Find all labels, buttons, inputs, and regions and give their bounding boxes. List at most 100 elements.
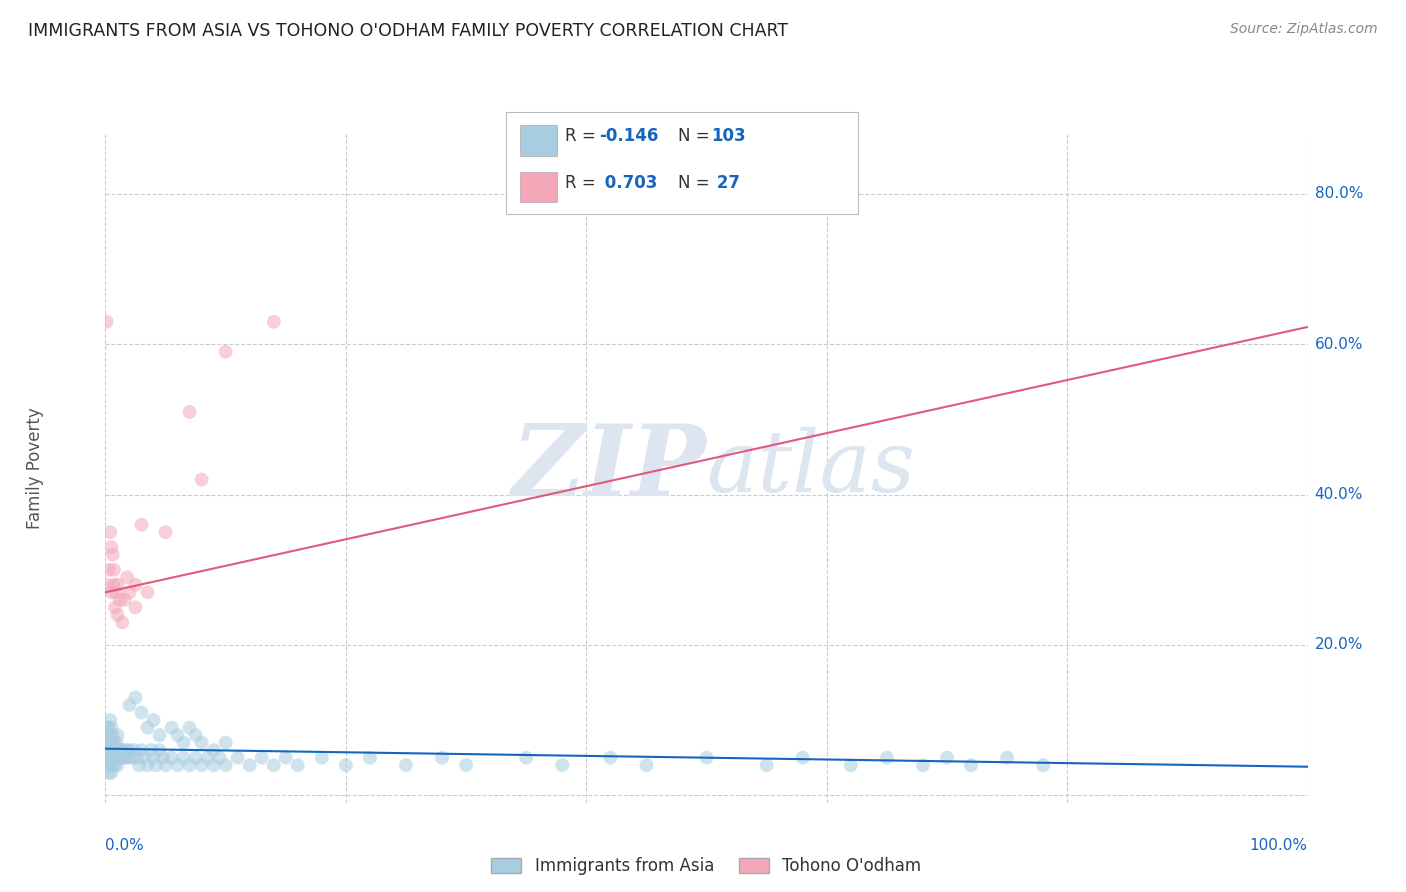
Point <box>239 758 262 772</box>
Point <box>166 758 188 772</box>
Point <box>145 758 167 772</box>
Point <box>155 525 177 540</box>
Point <box>152 750 174 764</box>
Point <box>160 750 183 764</box>
Point <box>202 743 225 757</box>
Point <box>115 750 138 764</box>
Point <box>792 750 814 764</box>
Point <box>98 743 121 757</box>
Point <box>121 750 143 764</box>
Point <box>124 743 146 757</box>
Text: N =: N = <box>678 128 714 145</box>
Point <box>454 758 477 772</box>
Point <box>118 743 141 757</box>
Point <box>100 750 122 764</box>
Point <box>97 758 120 772</box>
Point <box>359 750 381 764</box>
Point <box>636 758 658 772</box>
Point <box>101 758 124 772</box>
Point <box>263 758 285 772</box>
Point <box>118 585 141 599</box>
Text: ZIP: ZIP <box>512 420 707 516</box>
Point <box>179 758 201 772</box>
Point <box>96 750 118 764</box>
Point <box>208 750 231 764</box>
Text: 40.0%: 40.0% <box>1315 487 1362 502</box>
Point <box>103 736 125 750</box>
Point <box>160 721 183 735</box>
Point <box>311 750 333 764</box>
Point <box>124 578 146 592</box>
Text: N =: N = <box>678 174 714 192</box>
Point <box>214 758 236 772</box>
Point <box>107 750 129 764</box>
Point <box>96 736 118 750</box>
Point <box>1032 758 1054 772</box>
Text: R =: R = <box>565 174 602 192</box>
Point <box>112 750 135 764</box>
Point <box>107 607 129 622</box>
Point <box>148 728 170 742</box>
Point <box>287 758 309 772</box>
Point <box>250 750 273 764</box>
Text: atlas: atlas <box>707 427 915 509</box>
Point <box>184 728 207 742</box>
Point <box>179 405 201 419</box>
Point <box>136 721 159 735</box>
Point <box>110 750 132 764</box>
Point <box>100 736 122 750</box>
Point <box>108 743 131 757</box>
Point <box>114 592 136 607</box>
Point <box>190 736 212 750</box>
Point <box>124 600 146 615</box>
Point <box>131 517 153 532</box>
Point <box>911 758 934 772</box>
Point <box>960 758 983 772</box>
Point <box>124 690 146 705</box>
Point <box>111 615 134 630</box>
Point <box>128 758 150 772</box>
Point <box>101 548 124 562</box>
Point <box>136 758 159 772</box>
Point <box>98 750 121 764</box>
Point <box>197 750 219 764</box>
Point <box>107 743 129 757</box>
Point <box>117 750 139 764</box>
Point <box>105 750 128 764</box>
Text: R =: R = <box>565 128 602 145</box>
Text: Source: ZipAtlas.com: Source: ZipAtlas.com <box>1230 22 1378 37</box>
Text: 80.0%: 80.0% <box>1315 186 1362 202</box>
Point <box>202 758 225 772</box>
Legend: Immigrants from Asia, Tohono O'odham: Immigrants from Asia, Tohono O'odham <box>485 850 928 881</box>
Point <box>97 578 120 592</box>
Point <box>876 750 898 764</box>
Point <box>125 750 148 764</box>
Point <box>155 758 177 772</box>
Point <box>96 721 118 735</box>
Point <box>101 728 124 742</box>
Point <box>274 750 297 764</box>
Point <box>599 750 621 764</box>
Point <box>115 743 138 757</box>
Point <box>118 698 141 712</box>
Point <box>98 728 121 742</box>
Point <box>335 758 357 772</box>
Point <box>98 525 121 540</box>
Point <box>105 585 128 599</box>
Point <box>190 473 212 487</box>
Point <box>131 743 153 757</box>
Point <box>97 743 120 757</box>
Point <box>100 585 122 599</box>
Point <box>226 750 249 764</box>
Text: Family Poverty: Family Poverty <box>27 408 44 529</box>
Point <box>395 758 418 772</box>
Text: 20.0%: 20.0% <box>1315 638 1362 652</box>
Point <box>103 563 125 577</box>
Point <box>936 750 959 764</box>
Point <box>166 728 188 742</box>
Point <box>263 315 285 329</box>
Point <box>179 721 201 735</box>
Point <box>108 592 131 607</box>
Text: 0.0%: 0.0% <box>105 838 145 854</box>
Point <box>190 758 212 772</box>
